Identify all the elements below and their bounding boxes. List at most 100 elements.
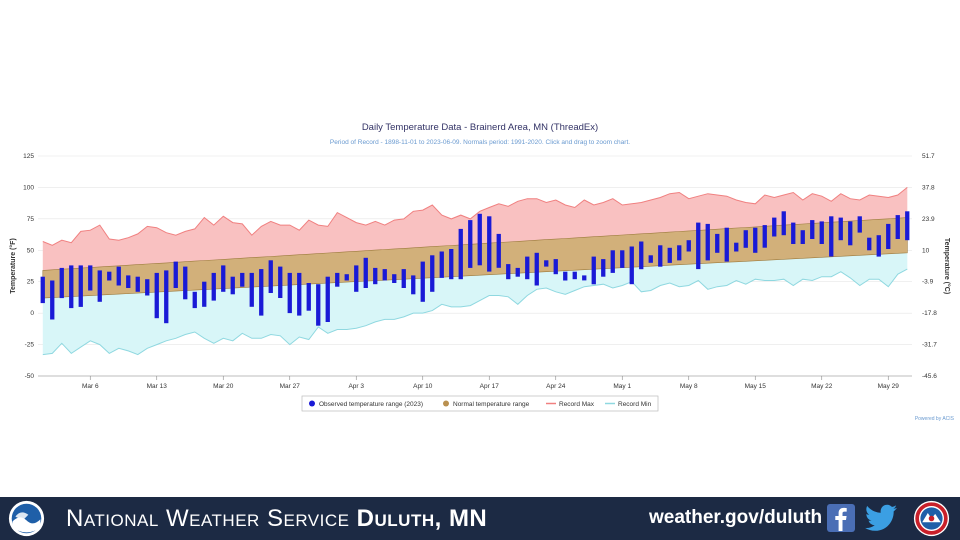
- credit-text[interactable]: Powered by ACIS: [915, 416, 955, 422]
- observed-bar[interactable]: [563, 271, 568, 281]
- observed-bar[interactable]: [553, 259, 558, 275]
- observed-bar[interactable]: [88, 265, 93, 291]
- observed-bar[interactable]: [259, 269, 264, 316]
- observed-bar[interactable]: [895, 215, 900, 239]
- observed-bar[interactable]: [59, 267, 64, 299]
- observed-bar[interactable]: [468, 220, 473, 268]
- observed-bar[interactable]: [601, 259, 606, 277]
- observed-bar[interactable]: [373, 267, 378, 285]
- observed-bar[interactable]: [781, 211, 786, 236]
- observed-bar[interactable]: [610, 250, 615, 273]
- observed-bar[interactable]: [876, 235, 881, 257]
- observed-bar[interactable]: [287, 272, 292, 314]
- observed-bar[interactable]: [534, 252, 539, 286]
- observed-bar[interactable]: [69, 265, 74, 309]
- observed-bar[interactable]: [221, 265, 226, 292]
- observed-bar[interactable]: [819, 221, 824, 244]
- observed-bar[interactable]: [249, 272, 254, 307]
- observed-bar[interactable]: [116, 266, 121, 286]
- observed-bar[interactable]: [582, 275, 587, 281]
- observed-bar[interactable]: [743, 230, 748, 248]
- observed-bar[interactable]: [886, 223, 891, 249]
- observed-bar[interactable]: [477, 213, 482, 266]
- observed-bar[interactable]: [344, 274, 349, 281]
- observed-bar[interactable]: [268, 260, 273, 293]
- observed-bar[interactable]: [686, 240, 691, 252]
- observed-bar[interactable]: [658, 245, 663, 267]
- observed-bar[interactable]: [724, 227, 729, 262]
- observed-bar[interactable]: [392, 274, 397, 283]
- observed-bar[interactable]: [40, 276, 45, 304]
- observed-bar[interactable]: [192, 291, 197, 309]
- observed-bar[interactable]: [487, 216, 492, 272]
- legend-item-record-max[interactable]: Record Max: [559, 401, 595, 408]
- plot-area[interactable]: [38, 155, 912, 377]
- observed-bar[interactable]: [173, 261, 178, 288]
- observed-bar[interactable]: [800, 230, 805, 244]
- observed-bar[interactable]: [838, 217, 843, 241]
- observed-bar[interactable]: [363, 257, 368, 288]
- legend-item-record-min[interactable]: Record Min: [618, 401, 652, 408]
- observed-bar[interactable]: [648, 255, 653, 263]
- observed-bar[interactable]: [335, 272, 340, 287]
- observed-bar[interactable]: [791, 222, 796, 244]
- observed-bar[interactable]: [525, 256, 530, 280]
- observed-bar[interactable]: [126, 275, 131, 288]
- observed-bar[interactable]: [639, 241, 644, 270]
- observed-bar[interactable]: [572, 271, 577, 280]
- observed-bar[interactable]: [715, 233, 720, 253]
- observed-bar[interactable]: [183, 266, 188, 300]
- observed-bar[interactable]: [867, 237, 872, 251]
- observed-bar[interactable]: [677, 245, 682, 261]
- observed-bar[interactable]: [458, 228, 463, 280]
- observed-bar[interactable]: [145, 279, 150, 296]
- observed-bar[interactable]: [829, 216, 834, 257]
- observed-bar[interactable]: [420, 261, 425, 302]
- observed-bar[interactable]: [278, 266, 283, 298]
- observed-bar[interactable]: [306, 283, 311, 311]
- observed-bar[interactable]: [439, 251, 444, 278]
- observed-bar[interactable]: [411, 275, 416, 295]
- observed-bar[interactable]: [154, 272, 159, 319]
- observed-bar[interactable]: [97, 270, 102, 302]
- observed-bar[interactable]: [50, 280, 55, 320]
- observed-bar[interactable]: [107, 271, 112, 281]
- observed-bar[interactable]: [382, 269, 387, 281]
- observed-bar[interactable]: [202, 281, 207, 307]
- observed-bar[interactable]: [762, 225, 767, 248]
- observed-bar[interactable]: [734, 242, 739, 252]
- observed-bar[interactable]: [753, 227, 758, 253]
- observed-bar[interactable]: [772, 217, 777, 237]
- observed-bar[interactable]: [240, 272, 245, 287]
- observed-bar[interactable]: [629, 246, 634, 285]
- temperature-chart[interactable]: Daily Temperature Data - Brainerd Area, …: [0, 0, 960, 497]
- observed-bar[interactable]: [696, 222, 701, 270]
- observed-bar[interactable]: [325, 276, 330, 322]
- observed-bar[interactable]: [506, 264, 511, 280]
- observed-bar[interactable]: [496, 233, 501, 268]
- legend-item-observed[interactable]: Observed temperature range (2023): [319, 401, 423, 408]
- observed-bar[interactable]: [297, 272, 302, 316]
- observed-bar[interactable]: [591, 256, 596, 285]
- observed-bar[interactable]: [705, 223, 710, 261]
- observed-bar[interactable]: [515, 267, 520, 277]
- observed-bar[interactable]: [857, 216, 862, 233]
- observed-bar[interactable]: [620, 250, 625, 268]
- observed-bar[interactable]: [667, 247, 672, 263]
- observed-bar[interactable]: [430, 255, 435, 292]
- observed-bar[interactable]: [905, 211, 910, 241]
- observed-bar[interactable]: [316, 284, 321, 326]
- observed-bar[interactable]: [401, 269, 406, 288]
- observed-bar[interactable]: [354, 265, 359, 292]
- observed-bar[interactable]: [78, 265, 83, 307]
- observed-bar[interactable]: [164, 270, 169, 324]
- observed-bar[interactable]: [544, 260, 549, 267]
- observed-bar[interactable]: [449, 249, 454, 280]
- observed-bar[interactable]: [230, 276, 235, 295]
- facebook-icon[interactable]: [827, 504, 855, 532]
- legend-item-normal[interactable]: Normal temperature range: [453, 401, 530, 408]
- observed-bar[interactable]: [211, 272, 216, 301]
- legend[interactable]: Observed temperature range (2023) Normal…: [301, 395, 659, 412]
- observed-bar[interactable]: [848, 221, 853, 246]
- observed-bar[interactable]: [135, 276, 140, 292]
